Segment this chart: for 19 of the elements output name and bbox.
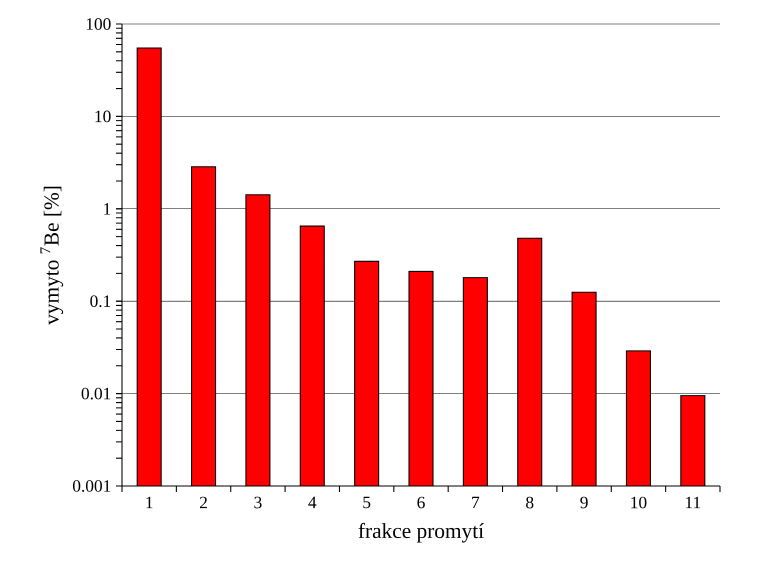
x-tick-label: 6 [417, 496, 425, 508]
y-tick-label: 0.1 [90, 295, 110, 308]
x-tick-label: 2 [200, 496, 207, 508]
x-axis-title: frakce promytí [358, 522, 484, 543]
x-tick-label: 1 [146, 496, 152, 508]
y-tick-label: 100 [86, 18, 111, 30]
y-tick-label: 10 [95, 110, 111, 122]
y-axis-title: vymyto $^{7}$Be [%] [40, 186, 64, 325]
y-tick-label: 0.01 [82, 388, 110, 400]
x-tick-label: 10 [631, 496, 646, 508]
x-tick-label: 8 [526, 496, 534, 508]
x-tick-label: 5 [363, 496, 370, 508]
x-tick-label: 4 [308, 496, 316, 508]
x-tick-label: 9 [580, 496, 588, 508]
x-tick-label: 11 [686, 496, 700, 508]
x-tick-label: 3 [254, 496, 262, 508]
y-tick-label: 0.001 [72, 480, 110, 492]
y-tick-label: 1 [104, 203, 110, 215]
x-tick-label: 7 [472, 496, 480, 508]
